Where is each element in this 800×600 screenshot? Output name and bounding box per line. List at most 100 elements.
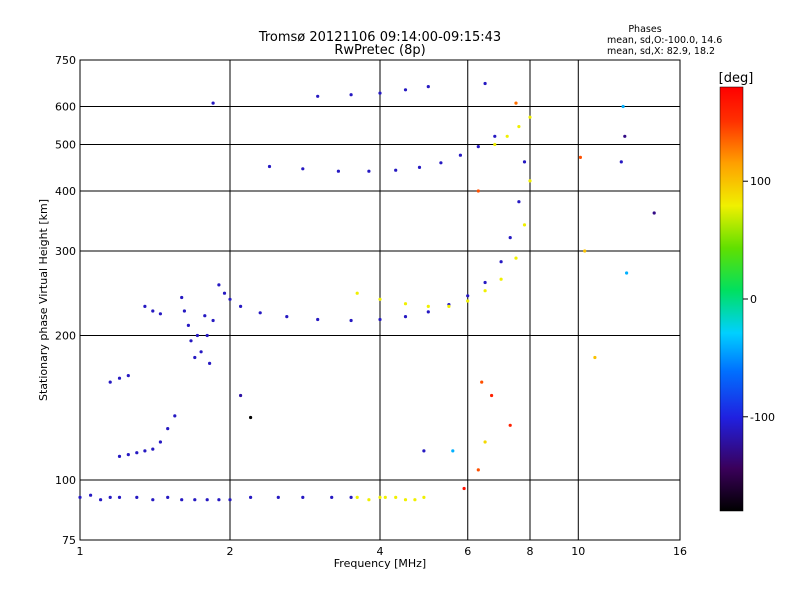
- data-point: [217, 283, 221, 287]
- data-point: [301, 167, 305, 171]
- data-point: [182, 309, 186, 313]
- data-point: [517, 125, 521, 129]
- data-point: [476, 468, 480, 472]
- plot-area: 1 2 4 6 8 10 16 75 100 200 300 400 500 600 750: [55, 54, 687, 558]
- data-point: [490, 393, 494, 398]
- data-point: [508, 236, 512, 240]
- chart-title: Tromsø 20121106 09:14:00-09:15:43: [258, 30, 501, 45]
- data-point: [158, 440, 162, 444]
- data-point: [239, 304, 243, 308]
- data-point: [528, 179, 532, 183]
- colorbar-tick-label: 100: [750, 175, 771, 188]
- data-point: [158, 312, 162, 316]
- chart-subtitle: RwPretec (8p): [334, 43, 425, 58]
- data-point: [528, 115, 532, 119]
- data-point: [180, 295, 184, 300]
- data-point: [426, 304, 430, 308]
- data-point: [135, 495, 139, 499]
- data-point: [258, 311, 262, 315]
- colorbar-tick-label: -100: [750, 411, 775, 424]
- data-point: [117, 376, 122, 380]
- y-tick-label: 100: [55, 474, 76, 487]
- data-point: [619, 160, 623, 164]
- data-point: [483, 440, 487, 444]
- data-point: [349, 318, 353, 323]
- data-point: [316, 94, 320, 98]
- data-point: [143, 449, 147, 453]
- data-point: [413, 498, 417, 502]
- data-point: [117, 495, 122, 499]
- y-tick-label: 300: [55, 245, 76, 258]
- data-point: [403, 88, 408, 92]
- y-axis-label: Stationary phase Virtual Height [km]: [37, 199, 50, 401]
- data-point: [205, 498, 209, 502]
- data-point: [151, 309, 155, 313]
- x-tick-label: 6: [464, 545, 471, 558]
- data-point: [652, 211, 656, 215]
- data-point: [108, 495, 112, 499]
- data-point: [199, 350, 203, 354]
- x-tick-label: 10: [571, 545, 585, 558]
- data-point: [499, 277, 503, 281]
- data-point: [483, 280, 487, 285]
- data-point: [355, 291, 359, 295]
- data-point: [578, 155, 583, 159]
- data-point: [193, 355, 197, 360]
- data-point: [476, 145, 480, 149]
- data-point: [186, 323, 190, 327]
- data-point: [217, 498, 221, 502]
- data-point: [166, 427, 170, 431]
- x-axis-label: Frequency [MHz]: [334, 557, 426, 570]
- data-point: [493, 134, 497, 138]
- data-point: [458, 153, 462, 157]
- data-point: [301, 495, 305, 499]
- data-point: [239, 393, 243, 398]
- data-point: [466, 299, 470, 303]
- data-point: [621, 104, 625, 109]
- data-point: [505, 134, 509, 138]
- colorbar-ticks: 100 0 -100: [743, 175, 775, 424]
- data-point: [422, 449, 426, 453]
- stats-line-x: mean, sd,X: 82.9, 18.2: [607, 46, 715, 57]
- stats-line-o: mean, sd,O:-100.0, 14.6: [607, 35, 722, 46]
- data-point: [135, 451, 139, 455]
- x-tick-label: 2: [227, 545, 234, 558]
- data-point: [593, 355, 597, 360]
- data-point: [499, 260, 503, 264]
- data-point: [99, 498, 103, 502]
- data-point: [195, 333, 199, 338]
- data-point: [439, 161, 443, 165]
- data-point: [180, 498, 184, 502]
- data-point: [267, 164, 272, 169]
- y-ticks: 75 100 200 300 400 500 600 750: [55, 54, 76, 547]
- data-point: [514, 256, 518, 260]
- x-ticks: 1 2 4 6 8 10 16: [77, 545, 688, 558]
- data-points: [78, 81, 656, 502]
- data-point: [336, 169, 340, 173]
- colorbar-unit-label: [deg]: [719, 71, 754, 86]
- data-point: [394, 168, 398, 172]
- x-tick-label: 4: [377, 545, 384, 558]
- data-point: [403, 302, 408, 306]
- data-point: [78, 495, 82, 499]
- data-point: [349, 93, 353, 97]
- data-point: [143, 304, 147, 308]
- data-point: [480, 380, 484, 384]
- data-point: [625, 271, 629, 275]
- grid-lines: [80, 60, 680, 540]
- data-point: [330, 495, 334, 499]
- data-point: [166, 495, 170, 499]
- stats-heading: Phases: [628, 24, 661, 35]
- data-point: [522, 160, 527, 164]
- data-point: [89, 493, 93, 497]
- data-point: [403, 315, 408, 319]
- data-point: [228, 297, 232, 301]
- x-tick-label: 8: [527, 545, 534, 558]
- data-point: [378, 317, 382, 322]
- y-tick-label: 500: [55, 139, 76, 152]
- y-tick-label: 75: [62, 534, 76, 547]
- data-point: [316, 317, 320, 322]
- data-point: [378, 495, 382, 499]
- data-point: [276, 495, 280, 499]
